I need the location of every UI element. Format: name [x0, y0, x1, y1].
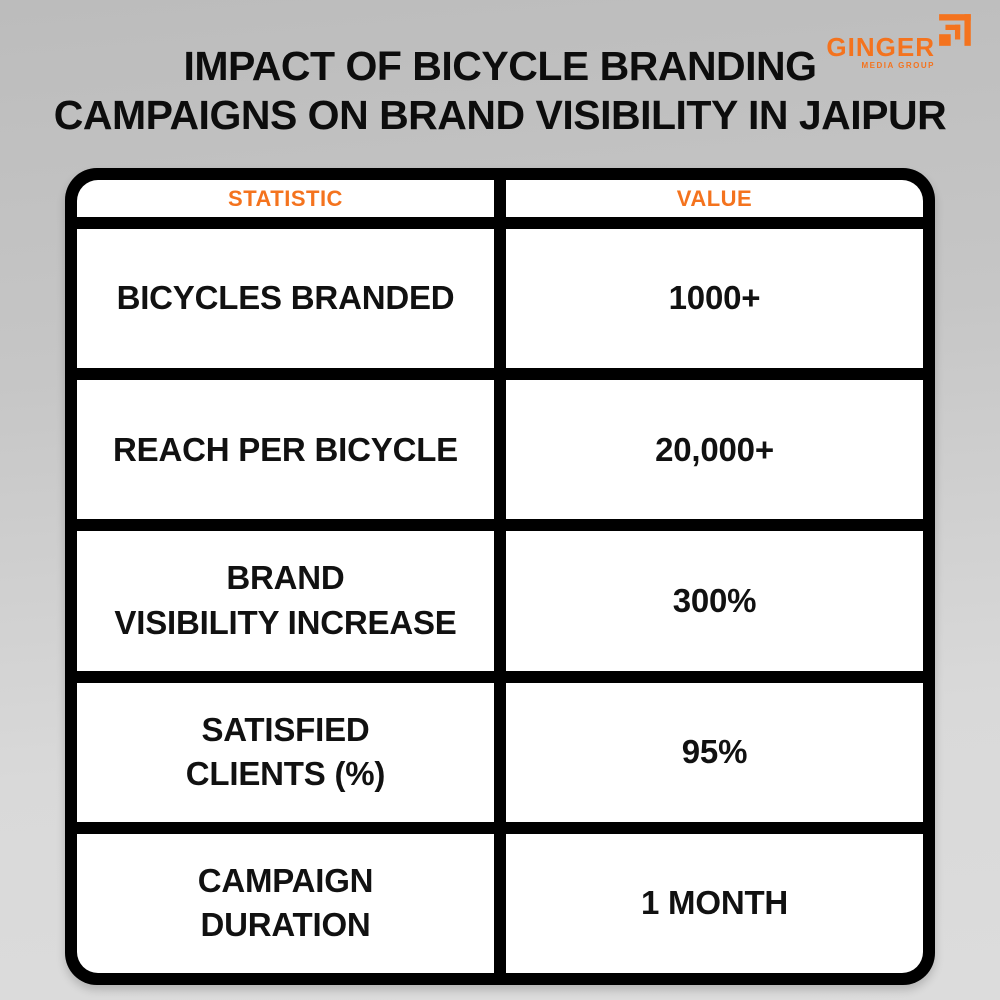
logo-brand-name: GINGER: [826, 32, 935, 62]
table-row-value: 300%: [506, 531, 923, 671]
table-row-value: 20,000+: [506, 380, 923, 520]
table-row-stat: BICYCLES BRANDED: [77, 229, 494, 369]
table-row-value: 1000+: [506, 229, 923, 369]
table-row-value: 1 MONTH: [506, 833, 923, 973]
logo-subtitle: MEDIA GROUP: [861, 61, 935, 70]
column-header-statistic: STATISTIC: [77, 180, 494, 217]
table-row-stat: REACH PER BICYCLE: [77, 380, 494, 520]
table-row-stat: CAMPAIGN DURATION: [77, 833, 494, 973]
page-title-line-1: IMPACT OF BICYCLE BRANDING: [183, 43, 817, 89]
statistics-table: STATISTIC VALUE BICYCLES BRANDED 1000+ R…: [65, 168, 935, 985]
page-title: IMPACT OF BICYCLE BRANDING CAMPAIGNS ON …: [0, 42, 1000, 140]
table-row-stat: BRAND VISIBILITY INCREASE: [77, 531, 494, 671]
ginger-media-group-logo: GINGER MEDIA GROUP: [826, 10, 975, 70]
table-row-value: 95%: [506, 682, 923, 822]
column-header-value: VALUE: [506, 180, 923, 217]
stacked-corner-squares-icon: [939, 14, 971, 46]
table-row-stat: SATISFIED CLIENTS (%): [77, 682, 494, 822]
page-title-line-2: CAMPAIGNS ON BRAND VISIBILITY IN JAIPUR: [53, 92, 947, 138]
